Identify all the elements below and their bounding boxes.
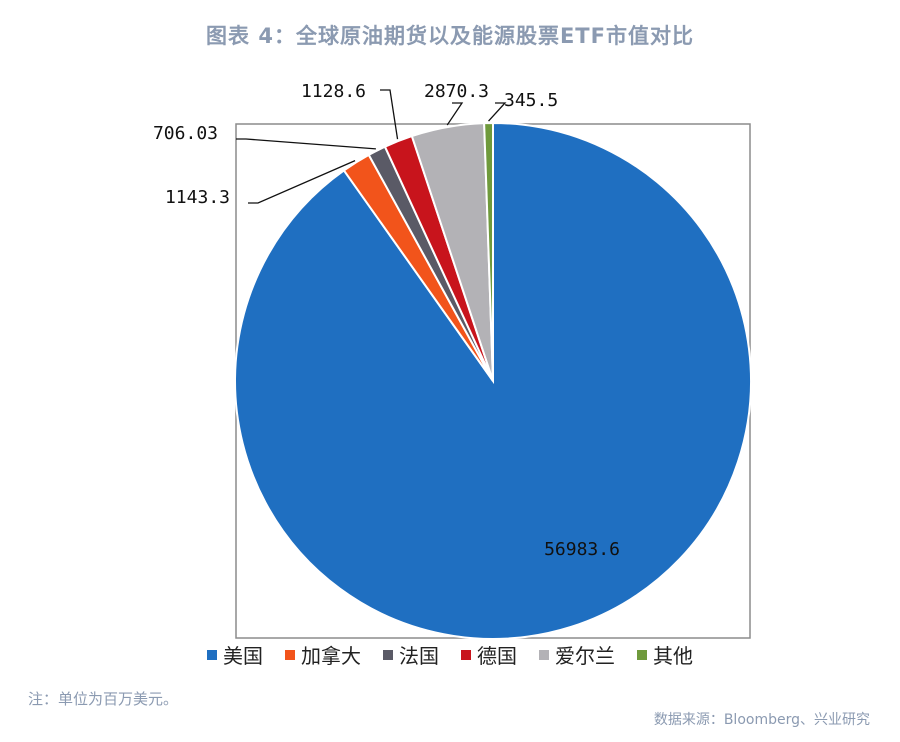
data-label-3: 1128.6	[301, 81, 366, 102]
legend-swatch	[539, 649, 549, 660]
legend-swatch	[383, 649, 393, 660]
data-label-0: 56983.6	[544, 539, 620, 560]
legend-label: 其他	[653, 644, 693, 668]
chart-legend: 美国 加拿大 法国 德国 爱尔兰 其他	[0, 640, 900, 669]
leader-line-1	[248, 159, 356, 204]
legend-item-1: 加拿大	[285, 640, 361, 669]
legend-swatch	[461, 649, 471, 660]
legend-label: 美国	[223, 644, 263, 668]
leader-line-3	[380, 89, 399, 140]
legend-item-5: 其他	[637, 640, 693, 669]
legend-item-3: 德国	[461, 640, 517, 669]
legend-item-2: 法国	[383, 640, 439, 669]
legend-item-0: 美国	[207, 640, 263, 669]
unit-note: 注：单位为百万美元。	[28, 690, 179, 708]
legend-swatch	[207, 649, 217, 660]
legend-label: 爱尔兰	[555, 644, 615, 668]
data-label-1: 1143.3	[165, 187, 230, 208]
leader-line-2	[236, 138, 376, 150]
data-label-4: 2870.3	[424, 81, 489, 102]
legend-label: 法国	[399, 644, 439, 668]
legend-swatch	[285, 649, 295, 660]
legend-item-4: 爱尔兰	[539, 640, 615, 669]
leader-line-4	[446, 102, 464, 126]
data-label-2: 706.03	[153, 123, 218, 144]
data-source: 数据来源：Bloomberg、兴业研究	[653, 712, 870, 728]
leader-line-5	[488, 102, 507, 122]
data-label-5: 345.5	[504, 90, 558, 111]
pie-slice-5	[483, 121, 494, 382]
legend-swatch	[637, 649, 647, 660]
chart-title: 图表 4：全球原油期货以及能源股票ETF市值对比	[206, 24, 694, 48]
legend-label: 加拿大	[301, 644, 361, 668]
legend-label: 德国	[477, 644, 517, 668]
